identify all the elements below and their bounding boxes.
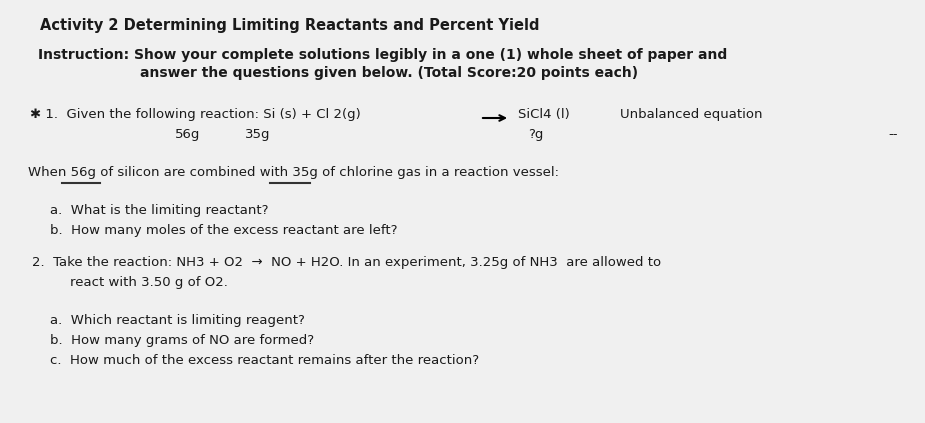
- Text: 35g: 35g: [245, 128, 270, 141]
- Text: b.  How many moles of the excess reactant are left?: b. How many moles of the excess reactant…: [50, 224, 398, 237]
- Text: Activity 2 Determining Limiting Reactants and Percent Yield: Activity 2 Determining Limiting Reactant…: [40, 18, 539, 33]
- Text: Instruction: Show your complete solutions legibly in a one (1) whole sheet of pa: Instruction: Show your complete solution…: [38, 48, 727, 62]
- Text: ✱ 1.  Given the following reaction: Si (s) + Cl 2(g): ✱ 1. Given the following reaction: Si (s…: [30, 108, 361, 121]
- Text: react with 3.50 g of O2.: react with 3.50 g of O2.: [70, 276, 228, 289]
- Text: ?g: ?g: [528, 128, 543, 141]
- Text: SiCl4 (l): SiCl4 (l): [518, 108, 570, 121]
- Text: a.  Which reactant is limiting reagent?: a. Which reactant is limiting reagent?: [50, 314, 305, 327]
- Text: answer the questions given below. (Total Score:20 points each): answer the questions given below. (Total…: [140, 66, 638, 80]
- Text: --: --: [888, 128, 897, 141]
- Text: a.  What is the limiting reactant?: a. What is the limiting reactant?: [50, 204, 268, 217]
- Text: c.  How much of the excess reactant remains after the reaction?: c. How much of the excess reactant remai…: [50, 354, 479, 367]
- Text: 2.  Take the reaction: NH3 + O2  →  NO + H2O. In an experiment, 3.25g of NH3  ar: 2. Take the reaction: NH3 + O2 → NO + H2…: [32, 256, 661, 269]
- Text: b.  How many grams of NO are formed?: b. How many grams of NO are formed?: [50, 334, 314, 347]
- Text: When 56g of silicon are combined with 35g of chlorine gas in a reaction vessel:: When 56g of silicon are combined with 35…: [28, 166, 559, 179]
- Text: 56g: 56g: [175, 128, 201, 141]
- Text: Unbalanced equation: Unbalanced equation: [620, 108, 762, 121]
